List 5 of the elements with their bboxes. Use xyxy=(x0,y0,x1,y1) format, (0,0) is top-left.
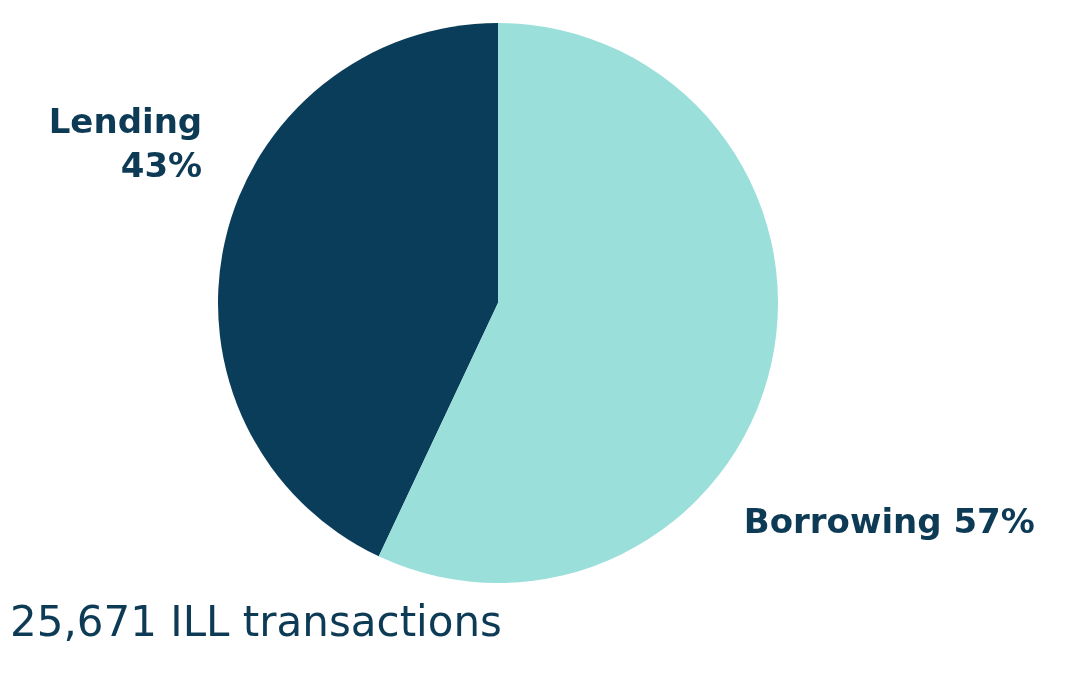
slice-label: Borrowing 57% xyxy=(743,501,1035,542)
pie-slice xyxy=(218,23,498,557)
data-label: 43% xyxy=(120,144,203,185)
text: 25,671 ILL transactions xyxy=(10,596,503,648)
slice-label: Lending xyxy=(48,100,203,141)
